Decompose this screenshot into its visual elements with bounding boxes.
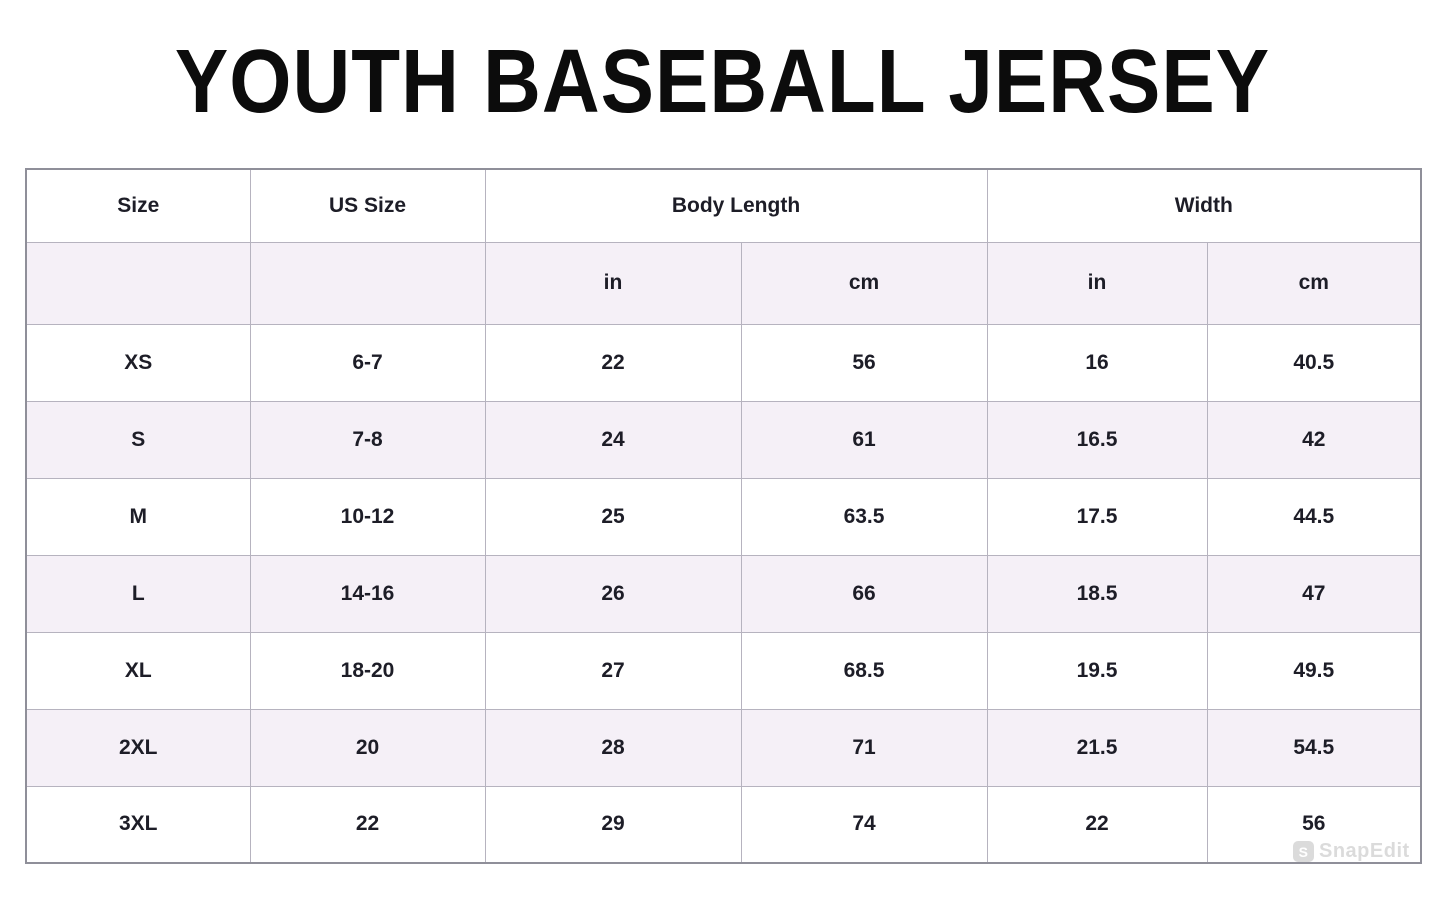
size-chart-table: Size US Size Body Length Width in cm in … [25, 168, 1423, 864]
cell-width-cm: 56 [1206, 785, 1422, 864]
cell-width-in: 16.5 [986, 400, 1208, 479]
cell-body-length-in: 27 [484, 631, 742, 710]
cell-us-size: 10-12 [249, 477, 486, 556]
cell-size: 3XL [25, 785, 251, 864]
cell-body-length-cm: 63.5 [740, 477, 988, 556]
cell-body-length-in: 25 [484, 477, 742, 556]
cell-width-in: 17.5 [986, 477, 1208, 556]
table-row-3xl: 3XL 22 29 74 22 56 [25, 785, 1422, 864]
cell-body-length-cm: 71 [740, 708, 988, 787]
table-row-xs: XS 6-7 22 56 16 40.5 [25, 323, 1422, 402]
header-body-length: Body Length [484, 168, 988, 243]
units-size-empty [25, 241, 251, 325]
cell-size: M [25, 477, 251, 556]
cell-width-in: 18.5 [986, 554, 1208, 633]
cell-width-in: 22 [986, 785, 1208, 864]
cell-width-cm: 42 [1206, 400, 1422, 479]
cell-us-size: 14-16 [249, 554, 486, 633]
cell-body-length-cm: 56 [740, 323, 988, 402]
page-title: YOUTH BASEBALL JERSEY [174, 31, 1271, 131]
cell-us-size: 6-7 [249, 323, 486, 402]
unit-body-length-in: in [484, 241, 742, 325]
cell-size: S [25, 400, 251, 479]
table-row-m: M 10-12 25 63.5 17.5 44.5 [25, 477, 1422, 556]
units-us-size-empty [249, 241, 486, 325]
cell-us-size: 20 [249, 708, 486, 787]
cell-width-cm: 54.5 [1206, 708, 1422, 787]
header-row: Size US Size Body Length Width [25, 168, 1422, 243]
units-row: in cm in cm [25, 241, 1422, 325]
unit-width-cm: cm [1206, 241, 1422, 325]
cell-body-length-in: 29 [484, 785, 742, 864]
table-row-s: S 7-8 24 61 16.5 42 [25, 400, 1422, 479]
unit-body-length-cm: cm [740, 241, 988, 325]
header-size: Size [25, 168, 251, 243]
cell-body-length-cm: 68.5 [740, 631, 988, 710]
cell-width-cm: 44.5 [1206, 477, 1422, 556]
cell-body-length-in: 22 [484, 323, 742, 402]
cell-body-length-in: 28 [484, 708, 742, 787]
header-us-size: US Size [249, 168, 486, 243]
header-width: Width [986, 168, 1422, 243]
cell-body-length-cm: 61 [740, 400, 988, 479]
cell-body-length-in: 24 [484, 400, 742, 479]
cell-size: 2XL [25, 708, 251, 787]
cell-body-length-in: 26 [484, 554, 742, 633]
cell-us-size: 7-8 [249, 400, 486, 479]
table-row-2xl: 2XL 20 28 71 21.5 54.5 [25, 708, 1422, 787]
cell-width-cm: 49.5 [1206, 631, 1422, 710]
cell-size: XL [25, 631, 251, 710]
cell-width-cm: 47 [1206, 554, 1422, 633]
cell-us-size: 22 [249, 785, 486, 864]
cell-width-in: 16 [986, 323, 1208, 402]
cell-us-size: 18-20 [249, 631, 486, 710]
cell-width-cm: 40.5 [1206, 323, 1422, 402]
cell-width-in: 19.5 [986, 631, 1208, 710]
table-row-l: L 14-16 26 66 18.5 47 [25, 554, 1422, 633]
cell-size: L [25, 554, 251, 633]
unit-width-in: in [986, 241, 1208, 325]
cell-body-length-cm: 74 [740, 785, 988, 864]
cell-size: XS [25, 323, 251, 402]
table-row-xl: XL 18-20 27 68.5 19.5 49.5 [25, 631, 1422, 710]
cell-body-length-cm: 66 [740, 554, 988, 633]
cell-width-in: 21.5 [986, 708, 1208, 787]
